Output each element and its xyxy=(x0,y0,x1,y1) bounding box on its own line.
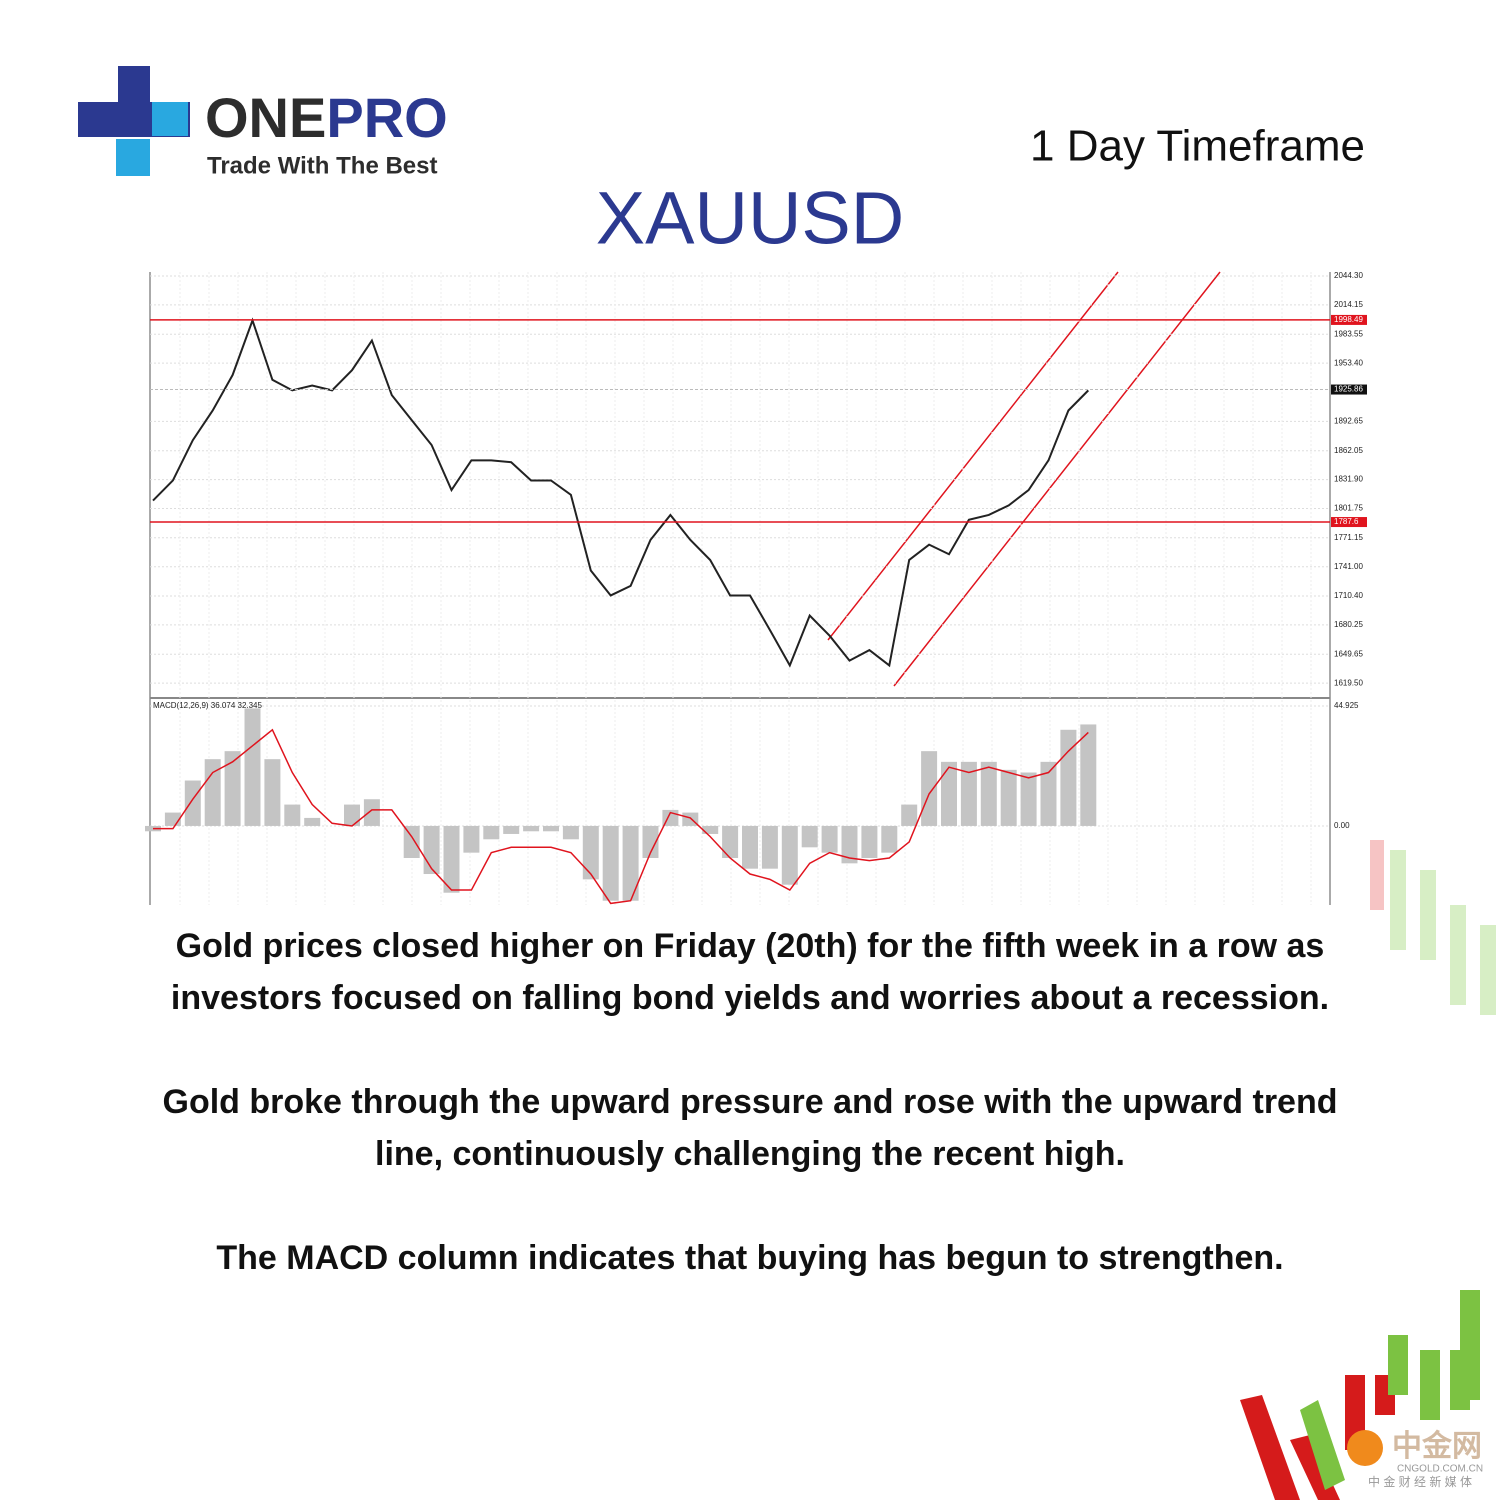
macd-bar xyxy=(284,804,301,826)
y-tick-label: 1680.25 xyxy=(1334,620,1363,629)
macd-bar xyxy=(1060,729,1077,826)
y-tick-label: 1801.75 xyxy=(1334,504,1363,513)
macd-bar xyxy=(960,761,977,826)
macd-bar xyxy=(304,817,321,826)
macd-bar xyxy=(742,825,758,869)
macd-bar xyxy=(722,825,739,858)
macd-bar xyxy=(1020,772,1037,826)
macd-title: MACD(12,26,9) 36.074 32.345 xyxy=(153,701,263,710)
decor-candles xyxy=(1240,1290,1480,1500)
macd-bar xyxy=(881,825,898,853)
macd-bar xyxy=(264,759,281,826)
macd-bar xyxy=(642,825,659,858)
macd-bar xyxy=(980,761,997,826)
macd-bar xyxy=(423,825,440,875)
y-tick-label: 1892.65 xyxy=(1334,416,1363,425)
y-tick-label: 0.00 xyxy=(1334,821,1350,830)
macd-bar xyxy=(224,751,241,826)
macd-bar xyxy=(503,825,520,834)
y-tick-label: 1862.05 xyxy=(1334,446,1363,455)
macd-bar xyxy=(761,825,778,869)
y-tick-label: 1710.40 xyxy=(1334,591,1363,600)
paragraph: Gold prices closed higher on Friday (20t… xyxy=(170,927,1330,1017)
macd-bar xyxy=(801,825,818,848)
macd-bar xyxy=(483,825,500,840)
macd-bar xyxy=(543,825,559,832)
macd-bar xyxy=(562,825,579,840)
macd-bar xyxy=(344,804,360,826)
logo-mark xyxy=(116,139,150,176)
y-tick-label: 1741.00 xyxy=(1334,562,1363,571)
macd-bar xyxy=(1080,724,1097,826)
macd-bar xyxy=(403,825,420,858)
current-label: 1925.86 xyxy=(1334,385,1363,394)
paragraph: The MACD column indicates that buying ha… xyxy=(216,1239,1284,1277)
macd-bar xyxy=(463,825,480,853)
macd-bar xyxy=(841,825,858,864)
macd-bar xyxy=(244,708,261,826)
y-tick-label: 1649.65 xyxy=(1334,649,1363,658)
body-text: Gold prices closed higher on Friday (20t… xyxy=(150,920,1350,1336)
symbol: XAUUSD xyxy=(596,177,904,260)
macd-bar xyxy=(821,825,838,853)
y-tick-label: 1953.40 xyxy=(1334,358,1363,367)
macd-bar xyxy=(702,825,719,834)
watermark-logo xyxy=(1347,1430,1383,1466)
macd-bar xyxy=(921,751,938,826)
macd-bar xyxy=(582,825,599,880)
macd-bar xyxy=(1000,769,1017,826)
tagline: Trade With The Best xyxy=(207,152,437,179)
watermark-slogan: 中 金 财 经 新 媒 体 xyxy=(1368,1474,1472,1489)
logo-mark xyxy=(152,102,188,136)
y-tick-label: 44.925 xyxy=(1334,701,1359,710)
level-label-bg xyxy=(1331,517,1367,528)
macd-bar xyxy=(901,804,918,826)
y-tick-label: 2014.15 xyxy=(1334,300,1363,309)
y-tick-label: 2044.30 xyxy=(1334,271,1363,280)
macd-bar xyxy=(363,799,380,826)
macd-bar xyxy=(602,825,619,901)
macd-bar xyxy=(781,825,798,885)
price-line xyxy=(152,317,1090,668)
level-label: 1787.6 xyxy=(1334,517,1359,526)
level-label-bg xyxy=(1331,314,1367,325)
brand: ONEPRO xyxy=(205,86,448,149)
paragraph: Gold broke through the upward pressure a… xyxy=(162,1083,1338,1173)
current-label-bg xyxy=(1331,384,1367,395)
level-label: 1998.49 xyxy=(1334,315,1363,324)
watermark-site: CNGOLD.COM.CN xyxy=(1397,1464,1483,1475)
macd-bar xyxy=(622,825,639,901)
macd-bar xyxy=(523,825,540,832)
timeframe: 1 Day Timeframe xyxy=(1030,122,1365,171)
watermark: 中金网 xyxy=(1392,1429,1482,1463)
macd-bar xyxy=(184,780,201,826)
y-tick-label: 1983.55 xyxy=(1334,329,1363,338)
macd-bar xyxy=(1040,761,1057,826)
macd-bar xyxy=(941,761,957,826)
y-tick-label: 1771.15 xyxy=(1334,533,1363,542)
macd-bar xyxy=(443,825,460,893)
trend-line xyxy=(827,271,1119,641)
y-tick-label: 1831.90 xyxy=(1334,475,1363,484)
macd-bar xyxy=(204,759,221,826)
brand-dark: ONE xyxy=(205,86,326,149)
decor-candles xyxy=(1370,840,1496,1015)
macd-signal xyxy=(153,728,1089,905)
brand-light: PRO xyxy=(326,86,447,149)
y-tick-label: 1619.50 xyxy=(1334,678,1363,687)
macd-bar xyxy=(861,825,878,858)
